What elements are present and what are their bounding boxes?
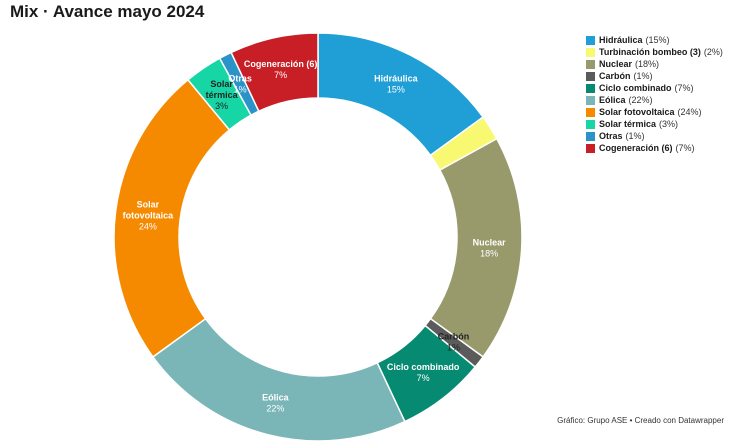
legend-item-cogeneracion: Cogeneración (6) (7%): [586, 142, 723, 154]
slice-labels-group: Hidráulica 15% Nuclear 18% Carbón 1% Ciclo com…: [123, 59, 507, 413]
source-note: Gráfico: Grupo ASE • Creado con Datawrap…: [557, 416, 724, 425]
legend-item-ciclo-combinado: Ciclo combinado (7%): [586, 82, 723, 94]
slice-nuclear: [429, 137, 523, 358]
slice-eolica: [151, 317, 406, 442]
legend-label: Hidráulica: [599, 35, 643, 45]
legend-item-carbon: Carbón (1%): [586, 70, 723, 82]
legend-label: Turbinación bombeo (3): [599, 47, 701, 57]
legend-percent: (15%): [645, 35, 670, 45]
legend-swatch: [586, 59, 595, 69]
chart-title: Mix · Avance mayo 2024: [10, 2, 205, 21]
legend-swatch: [586, 143, 595, 153]
legend-label: Solar térmica: [599, 119, 657, 129]
legend-swatch: [586, 131, 595, 141]
legend-swatch: [586, 83, 595, 93]
legend-label: Otras: [599, 131, 623, 141]
slice-label-otras: Otras 1%: [228, 74, 252, 95]
legend-swatch: [586, 107, 595, 117]
slice-label-nuclear: Nuclear 18%: [473, 237, 507, 258]
legend-swatch: [586, 35, 595, 45]
legend-label: Nuclear: [599, 59, 633, 69]
legend-swatch: [586, 119, 595, 129]
legend: Hidráulica (15%) Turbinación bombeo (3) (2%…: [586, 34, 723, 154]
legend-swatch: [586, 47, 595, 57]
slice-label-solar-termica: Solar térmica 3%: [206, 79, 239, 111]
legend-item-hidraulica: Hidráulica (15%): [586, 34, 723, 46]
legend-item-nuclear: Nuclear (18%): [586, 58, 723, 70]
legend-percent: (2%): [703, 47, 723, 57]
legend-label: Solar fotovoltaica: [599, 107, 675, 117]
legend-label: Eólica: [599, 95, 626, 105]
legend-swatch: [586, 71, 595, 81]
legend-percent: (7%): [674, 83, 694, 93]
slice-label-cogeneracion: Cogeneración (6) 7%: [244, 59, 318, 80]
legend-label: Ciclo combinado: [599, 83, 672, 93]
slice-label-hidraulica: Hidráulica 15%: [374, 74, 419, 95]
legend-item-solar-termica: Solar térmica (3%): [586, 118, 723, 130]
legend-item-eolica: Eólica (22%): [586, 94, 723, 106]
slice-label-eolica: Eólica 22%: [262, 393, 290, 414]
legend-percent: (7%): [675, 143, 695, 153]
slice-label-ciclo-combinado: Ciclo combinado 7%: [387, 362, 460, 383]
slice-cogeneracion: [230, 32, 319, 113]
legend-percent: (3%): [659, 119, 679, 129]
slice-label-solar-fotovoltaica: Solar fotovoltaica 24%: [123, 200, 175, 232]
legend-label: Cogeneración (6): [599, 143, 673, 153]
legend-percent: (18%): [635, 59, 660, 69]
legend-item-solar-fotovoltaica: Solar fotovoltaica (24%): [586, 106, 723, 118]
slice-label-carbon: Carbón 1%: [438, 332, 470, 353]
legend-item-otras: Otras (1%): [586, 130, 723, 142]
legend-swatch: [586, 95, 595, 105]
legend-percent: (24%): [677, 107, 702, 117]
legend-label: Carbón: [599, 71, 631, 81]
slices-group: [113, 32, 523, 442]
legend-percent: (1%): [633, 71, 653, 81]
legend-percent: (1%): [625, 131, 645, 141]
legend-percent: (22%): [628, 95, 653, 105]
legend-item-turbinacion-bombeo: Turbinación bombeo (3) (2%): [586, 46, 723, 58]
